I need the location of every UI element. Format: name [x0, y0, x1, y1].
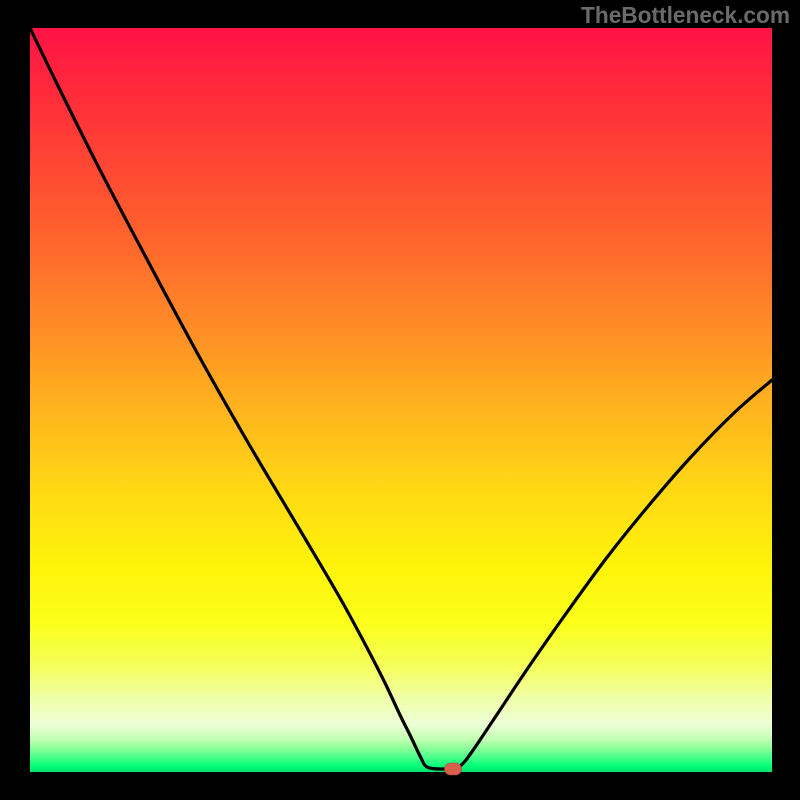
chart-stage: TheBottleneck.com	[0, 0, 800, 800]
optimal-marker	[445, 763, 462, 775]
watermark-text: TheBottleneck.com	[581, 2, 790, 29]
bottleneck-chart	[0, 0, 800, 800]
gradient-background	[30, 28, 772, 772]
